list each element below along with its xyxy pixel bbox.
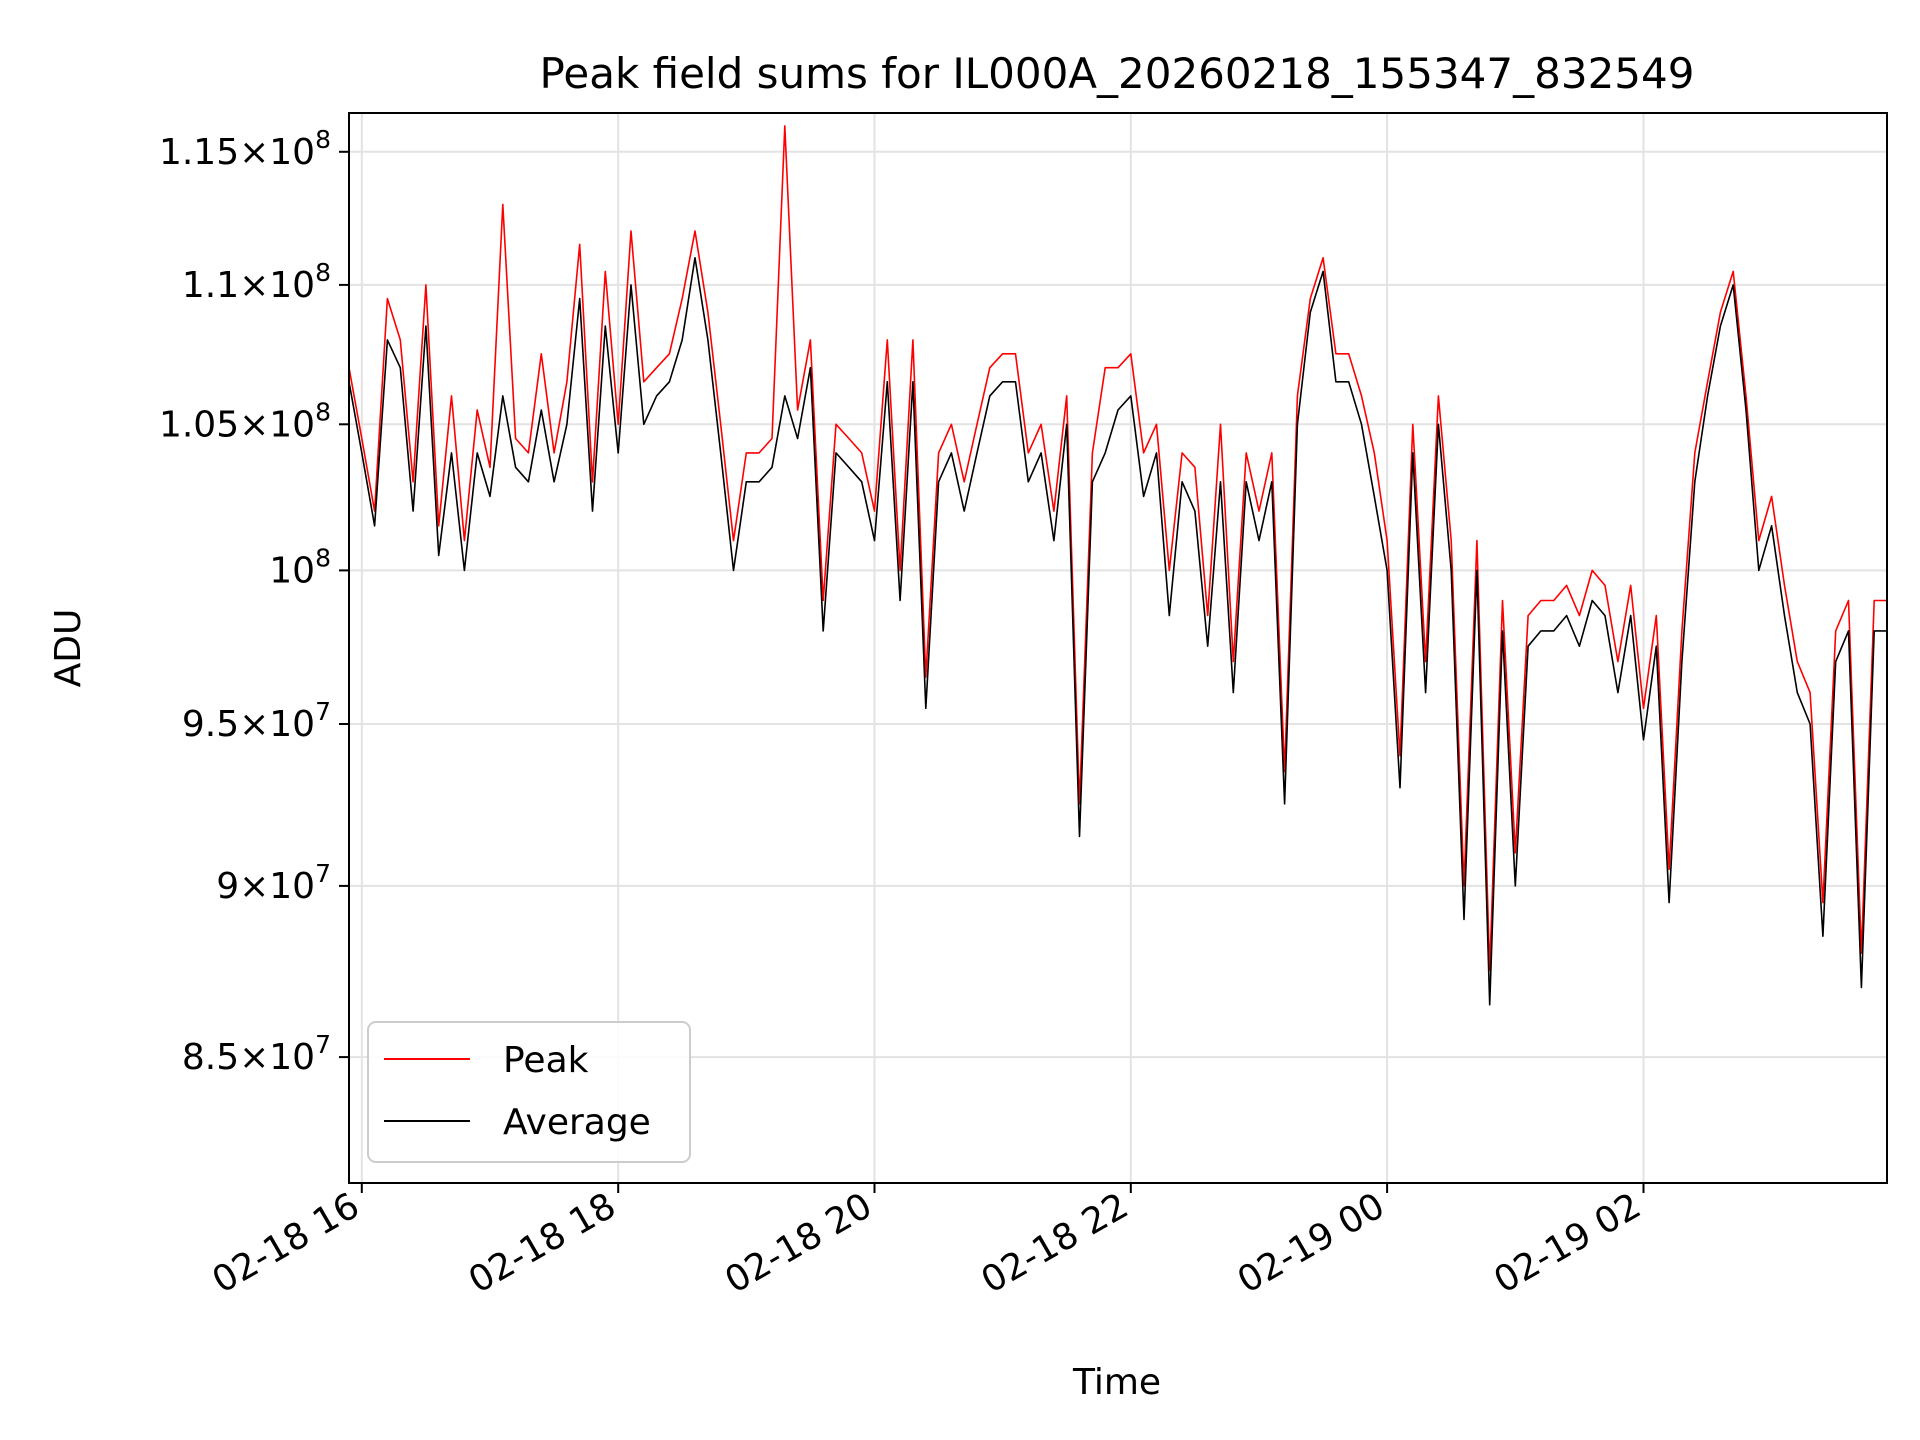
series-layer <box>348 125 1887 1006</box>
y-axis-label: ADU <box>48 609 89 688</box>
y-tick-label: 108 <box>269 543 331 591</box>
y-tick-label: 8.5×107 <box>182 1030 331 1078</box>
chart-title: Peak field sums for IL000A_20260218_1553… <box>540 49 1695 98</box>
average-series-line <box>348 257 1887 1006</box>
y-axis-ticks: 8.5×107 9×107 9.5×107 108 1.05×108 1.1×108 1.1… <box>159 125 349 1078</box>
y-tick-label: 1.1×108 <box>182 258 331 306</box>
legend-peak-label: Peak <box>503 1040 589 1081</box>
y-tick-label: 1.05×108 <box>159 397 331 445</box>
legend-box <box>367 1021 691 1163</box>
grid-layer <box>349 113 1887 1183</box>
y-tick-label: 9×107 <box>216 859 331 907</box>
y-tick-label: 1.15×108 <box>159 125 331 173</box>
x-axis-label: Time <box>1072 1362 1161 1403</box>
y-tick-label: 9.5×107 <box>182 697 331 745</box>
plot-area-frame <box>348 112 1888 1184</box>
peak-series-line <box>348 125 1887 972</box>
legend-average-label: Average <box>503 1102 651 1143</box>
legend: Peak Average <box>367 1021 691 1163</box>
